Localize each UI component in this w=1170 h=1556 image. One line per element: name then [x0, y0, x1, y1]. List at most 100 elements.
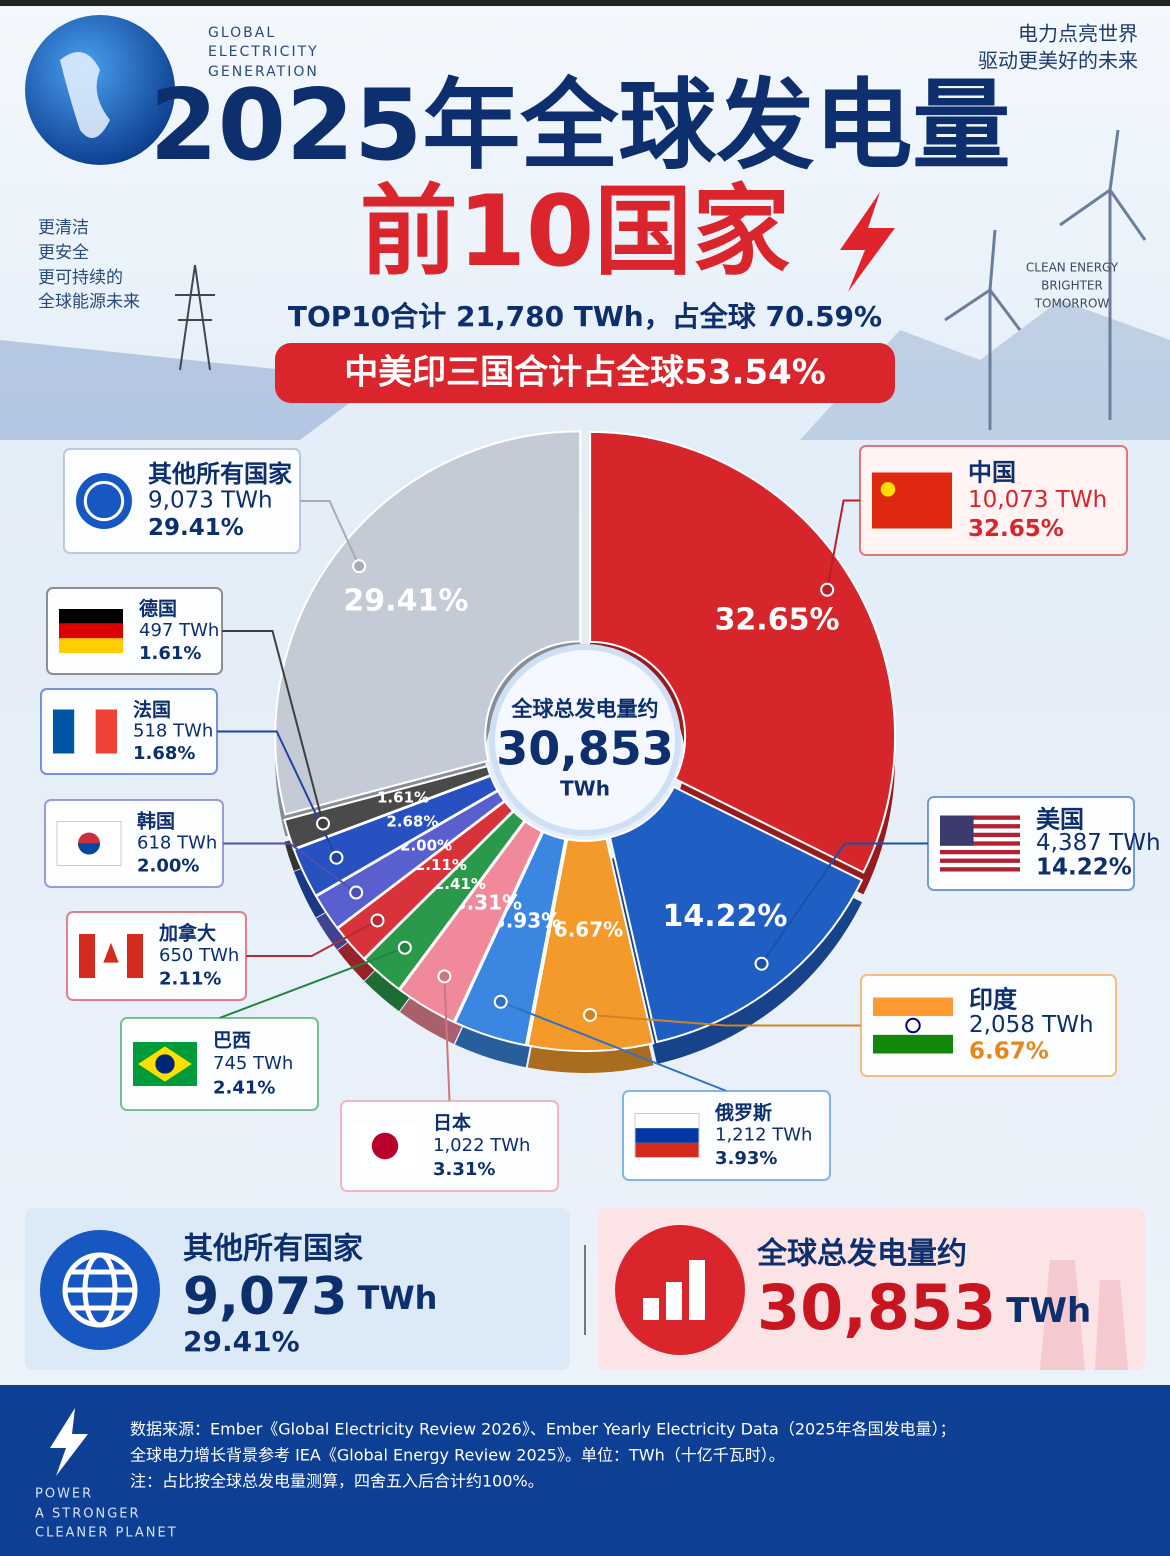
- left-note: 全球能源未来: [38, 292, 140, 312]
- panel-right: [598, 1208, 1145, 1370]
- connector-dot: [316, 816, 331, 831]
- flag-part: [940, 858, 1020, 863]
- connector-dot: [820, 582, 835, 597]
- left-note: 更可持续的: [38, 268, 123, 288]
- slice: [608, 785, 864, 1044]
- footer-bolt: [50, 1408, 88, 1476]
- flag-part: [59, 638, 123, 653]
- globe: [25, 15, 175, 165]
- callout-twh: 9,073 TWh: [148, 488, 273, 514]
- callout-name: 韩国: [137, 809, 175, 832]
- flag-part: [127, 934, 143, 978]
- flag: [940, 815, 1020, 872]
- right-note: TOMORROW: [1034, 297, 1110, 311]
- connector: [443, 976, 451, 1102]
- flag-part: [59, 623, 123, 639]
- connector: [500, 1000, 727, 1092]
- callout-twh: 618 TWh: [137, 833, 217, 854]
- right-note: BRIGHTER: [1041, 279, 1103, 293]
- footer-tagline: POWER: [35, 1487, 93, 1502]
- subtitle: TOP10合计 21,780 TWh，占全球 70.59%: [288, 300, 882, 333]
- callout-share: 2.00%: [137, 856, 199, 877]
- flag: [53, 709, 117, 754]
- br-unit: TWh: [1006, 1291, 1091, 1331]
- connector: [219, 946, 406, 1019]
- flag: [59, 609, 123, 653]
- flag-part: [940, 824, 1020, 829]
- highlight-pill: [275, 343, 895, 403]
- connector-dot: [352, 559, 367, 574]
- flag-part: [940, 867, 1020, 872]
- slice-label: 32.65%: [715, 602, 840, 637]
- callout-twh: 497 TWh: [139, 620, 219, 641]
- slice-label: 6.67%: [554, 917, 623, 941]
- flag-part: [635, 1128, 699, 1143]
- panel-left: [25, 1208, 570, 1370]
- flag: [873, 997, 953, 1054]
- title2: 前10国家: [360, 175, 790, 289]
- slice: [589, 430, 897, 874]
- flag-sun: [371, 1132, 399, 1160]
- center-unit: TWh: [560, 777, 610, 801]
- br-number: 30,853: [757, 1271, 996, 1344]
- flag: [133, 1042, 197, 1086]
- tag: GLOBAL: [208, 25, 276, 41]
- title: 2025年全球发电量: [150, 69, 1011, 183]
- left-note: 更安全: [38, 243, 89, 263]
- slice-label: 1.61%: [377, 789, 429, 807]
- callout-name: 巴西: [213, 1030, 251, 1052]
- callout-twh: 2,058 TWh: [969, 1012, 1094, 1038]
- callout-share: 2.41%: [213, 1077, 275, 1098]
- connector: [246, 919, 378, 957]
- flag: [76, 473, 132, 529]
- flag-leaf: [103, 942, 119, 963]
- flag: [79, 934, 143, 978]
- bl-number: 9,073: [183, 1267, 347, 1327]
- wind-turbines: [944, 129, 1147, 430]
- slice-label: 2.00%: [400, 836, 452, 854]
- callout-share: 3.93%: [715, 1148, 777, 1169]
- footer-tagline: A STRONGER: [35, 1507, 141, 1522]
- flag-part: [635, 1142, 699, 1158]
- connector: [223, 842, 357, 894]
- factory: [1040, 1260, 1128, 1370]
- callout-twh: 745 TWh: [213, 1053, 293, 1074]
- connector: [826, 499, 860, 590]
- bl-share: 29.41%: [183, 1325, 300, 1358]
- globe-icon-lines: [62, 1252, 138, 1328]
- callout-share: 29.41%: [148, 515, 244, 541]
- callout-box: [63, 448, 301, 554]
- pie-chart: 32.65%14.22%6.67%3.93%3.31%2.41%2.11%2.0…: [274, 430, 897, 1073]
- flag-part: [873, 1016, 953, 1035]
- tag: GENERATION: [208, 64, 319, 80]
- flag-part: [940, 815, 1020, 820]
- callout-name: 中国: [968, 458, 1016, 486]
- callout-name: 俄罗斯: [714, 1101, 772, 1124]
- highlight: 中美印三国合计占全球53.54%: [344, 353, 826, 393]
- callout-name: 美国: [1036, 805, 1084, 833]
- top-edge: [0, 0, 1170, 6]
- flag-taeguk: [78, 843, 100, 855]
- callout-twh: 10,073 TWh: [968, 487, 1107, 513]
- center-disc: [489, 644, 681, 836]
- slogan: 电力点亮世界: [1018, 22, 1138, 46]
- chart-icon-bars: [643, 1260, 705, 1320]
- flag-part: [873, 1034, 953, 1054]
- flag-globe-ring: [83, 480, 125, 522]
- br-title: 全球总发电量约: [756, 1237, 967, 1272]
- callout-twh: 518 TWh: [133, 721, 213, 742]
- flag-part: [940, 841, 1020, 846]
- flag: [634, 1113, 700, 1158]
- callout-name: 法国: [133, 698, 171, 721]
- flag-disc: [155, 1054, 175, 1074]
- mountains: [800, 300, 1170, 440]
- slice-label: 29.41%: [343, 584, 468, 619]
- slice-label: 14.22%: [663, 899, 788, 934]
- right-note: CLEAN ENERGY: [1026, 261, 1119, 275]
- connector-dot: [493, 994, 508, 1009]
- connector-dot: [329, 850, 344, 865]
- callout-name: 加拿大: [158, 922, 216, 945]
- flag-star: [880, 482, 896, 497]
- callout-twh: 4,387 TWh: [1036, 830, 1161, 856]
- tag: ELECTRICITY: [208, 44, 319, 60]
